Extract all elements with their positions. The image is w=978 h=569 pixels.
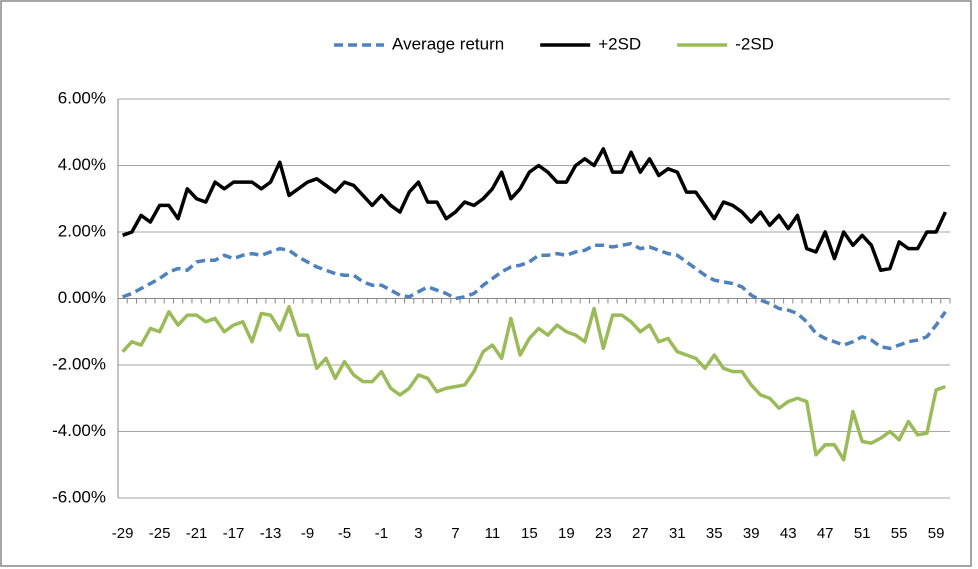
series-line bbox=[122, 147, 947, 272]
x-tick-label: 27 bbox=[632, 525, 649, 542]
legend-label: -2SD bbox=[735, 34, 774, 53]
x-tick-label: 15 bbox=[521, 525, 538, 542]
x-tick-label: -1 bbox=[375, 525, 388, 542]
x-tick-label: -29 bbox=[112, 525, 134, 542]
y-tick-label: -2.00% bbox=[52, 354, 106, 373]
y-tick-label: 6.00% bbox=[58, 88, 106, 107]
x-tick-label: 7 bbox=[451, 525, 459, 542]
series-line bbox=[122, 241, 947, 351]
x-tick-label: 59 bbox=[928, 525, 945, 542]
x-tick-label: 35 bbox=[706, 525, 723, 542]
legend-label: +2SD bbox=[598, 34, 641, 53]
y-tick-label: -4.00% bbox=[52, 421, 106, 440]
x-tick-label: 31 bbox=[669, 525, 686, 542]
series-line bbox=[121, 305, 946, 462]
x-tick-label: 51 bbox=[854, 525, 871, 542]
x-tick-label: 11 bbox=[485, 525, 501, 542]
x-tick-label: 23 bbox=[595, 525, 612, 542]
x-tick-label: 19 bbox=[558, 525, 575, 542]
legend-label: Average return bbox=[392, 34, 504, 53]
y-tick-label: 0.00% bbox=[58, 288, 106, 307]
x-tick-label: 39 bbox=[743, 525, 760, 542]
x-tick-label: -25 bbox=[149, 525, 171, 542]
x-tick-label: 47 bbox=[817, 525, 834, 542]
x-tick-label: -13 bbox=[260, 525, 282, 542]
x-tick-label: 55 bbox=[891, 525, 908, 542]
x-tick-label: -17 bbox=[223, 525, 245, 542]
x-tick-label: -5 bbox=[338, 525, 351, 542]
x-tick-label: 43 bbox=[780, 525, 797, 542]
y-tick-label: 2.00% bbox=[58, 221, 106, 240]
x-tick-label: -9 bbox=[301, 525, 314, 542]
y-tick-label: -6.00% bbox=[52, 487, 106, 506]
x-tick-label: 3 bbox=[414, 525, 422, 542]
y-tick-label: 4.00% bbox=[58, 155, 106, 174]
x-tick-label: -21 bbox=[186, 525, 208, 542]
